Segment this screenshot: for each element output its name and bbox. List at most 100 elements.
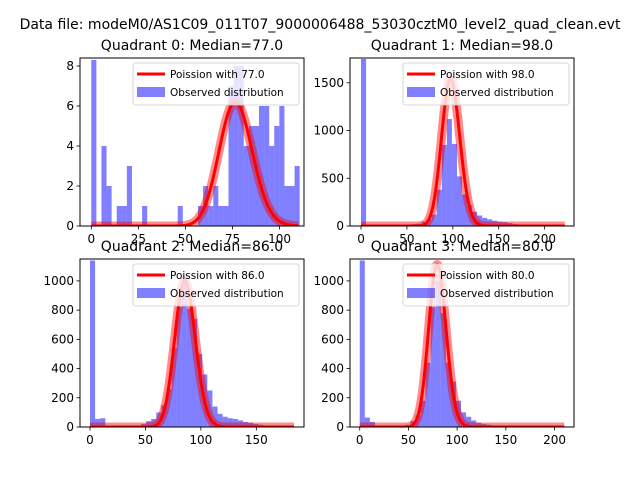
histogram-bar xyxy=(106,186,112,226)
histogram-bar xyxy=(361,58,367,226)
histogram-bar xyxy=(207,390,213,427)
histogram-bar xyxy=(186,308,192,427)
histogram-bar xyxy=(369,421,375,427)
y-tick-label: 500 xyxy=(321,171,344,185)
histogram-bar xyxy=(431,214,437,226)
legend-box xyxy=(402,62,570,106)
y-tick-label: 0 xyxy=(336,219,344,233)
subplot-quadrant-3: 0 50 100 150 200 0 200 400 600 800 1000 Quadrant 3:… xyxy=(313,239,575,447)
poisson-curve xyxy=(358,263,566,427)
histogram-bar xyxy=(101,146,107,226)
histogram-bar xyxy=(445,362,451,427)
histogram-bar xyxy=(462,194,468,226)
x-tick-label: 100 xyxy=(446,433,469,447)
y-tick-label: 200 xyxy=(51,391,74,405)
histogram-bar xyxy=(238,66,244,226)
subplot-title: Quadrant 1: Median=98.0 xyxy=(371,38,553,54)
y-tick-label: 8 xyxy=(66,59,74,73)
legend-label-observed: Observed distribution xyxy=(170,288,284,300)
x-tick-label: 50 xyxy=(401,433,416,447)
histogram-bar xyxy=(89,260,96,427)
histogram-bar xyxy=(430,307,436,427)
legend-box xyxy=(402,263,570,307)
legend-patch-swatch xyxy=(407,288,435,298)
histogram-bar xyxy=(116,206,122,226)
histogram-bar xyxy=(289,186,295,226)
histogram-bar xyxy=(440,313,446,427)
y-tick-label: 400 xyxy=(321,362,344,376)
y-tick-label: 600 xyxy=(321,332,344,346)
histogram-bar xyxy=(100,418,106,427)
poisson-curve xyxy=(90,100,299,226)
y-tick-label: 1000 xyxy=(313,124,344,138)
y-tick-label: 0 xyxy=(336,420,344,434)
histogram-bar xyxy=(142,206,148,226)
histogram-bar xyxy=(253,126,260,226)
histogram-bar xyxy=(248,422,254,427)
histogram-bar xyxy=(171,348,177,427)
histogram-bar xyxy=(446,119,452,226)
y-tick-label: 800 xyxy=(321,303,344,317)
x-tick-label: 25 xyxy=(131,232,146,246)
plot-area xyxy=(356,58,569,226)
histogram-bar xyxy=(492,220,498,226)
poisson-curve xyxy=(89,279,295,427)
histogram-bar xyxy=(95,418,101,427)
histogram-bar xyxy=(294,166,300,226)
histogram-bar xyxy=(284,186,290,226)
histogram-bar xyxy=(146,421,152,427)
legend-label-poisson: Poission with 80.0 xyxy=(440,270,535,282)
x-tick-label: 100 xyxy=(189,433,212,447)
x-tick-label: 50 xyxy=(178,232,193,246)
plot-area xyxy=(355,260,569,427)
x-tick-label: 50 xyxy=(399,232,414,246)
legend: Poission with 98.0 Observed distribution xyxy=(402,62,570,106)
x-tick-label: 150 xyxy=(494,433,517,447)
histogram-bar xyxy=(91,60,97,226)
legend-label-poisson: Poission with 98.0 xyxy=(440,69,535,81)
axes-frame xyxy=(349,57,575,227)
histogram-bar xyxy=(477,215,483,226)
histogram-bar xyxy=(264,106,270,226)
histogram-bar xyxy=(217,413,223,427)
legend: Poission with 86.0 Observed distribution xyxy=(132,263,300,307)
legend-box xyxy=(132,62,300,106)
histogram-bar xyxy=(228,86,234,226)
histogram-bar xyxy=(269,146,275,226)
plot-area xyxy=(87,60,302,226)
legend-patch-swatch xyxy=(137,87,165,97)
y-tick-label: 1000 xyxy=(43,274,74,288)
y-tick-label: 0 xyxy=(66,420,74,434)
legend-label-poisson: Poission with 77.0 xyxy=(170,69,265,81)
plot-area xyxy=(86,260,298,427)
histogram-bar xyxy=(208,206,214,226)
x-tick-label: 0 xyxy=(87,232,95,246)
histogram-bar xyxy=(213,186,219,226)
histogram-bar xyxy=(359,260,365,427)
histogram-bar xyxy=(151,418,157,427)
y-tick-label: 1000 xyxy=(313,274,344,288)
subplot-quadrant-1: 0 50 100 150 200 0 500 1000 1500 Quadrant 1: Medi… xyxy=(313,38,575,246)
histogram-bar xyxy=(415,415,421,427)
histogram-bar xyxy=(121,206,127,226)
histogram-bar xyxy=(436,189,442,226)
histogram-bar xyxy=(467,205,473,226)
x-tick-label: 0 xyxy=(86,433,94,447)
legend-patch-swatch xyxy=(137,288,165,298)
histogram-bar xyxy=(232,418,238,427)
histogram-bar xyxy=(441,144,447,226)
histogram-bar xyxy=(248,126,254,226)
y-tick-label: 200 xyxy=(321,391,344,405)
y-tick-label: 2 xyxy=(66,179,74,193)
axes-frame xyxy=(79,57,305,227)
legend-label-observed: Observed distribution xyxy=(170,87,284,99)
histogram-bar xyxy=(197,353,203,427)
histogram-bar xyxy=(450,381,456,427)
x-tick-label: 50 xyxy=(138,433,153,447)
x-tick-label: 200 xyxy=(533,232,556,246)
histogram-bar xyxy=(177,206,183,226)
histogram-bar xyxy=(425,362,431,427)
legend-box xyxy=(132,263,300,307)
y-tick-label: 800 xyxy=(51,303,74,317)
